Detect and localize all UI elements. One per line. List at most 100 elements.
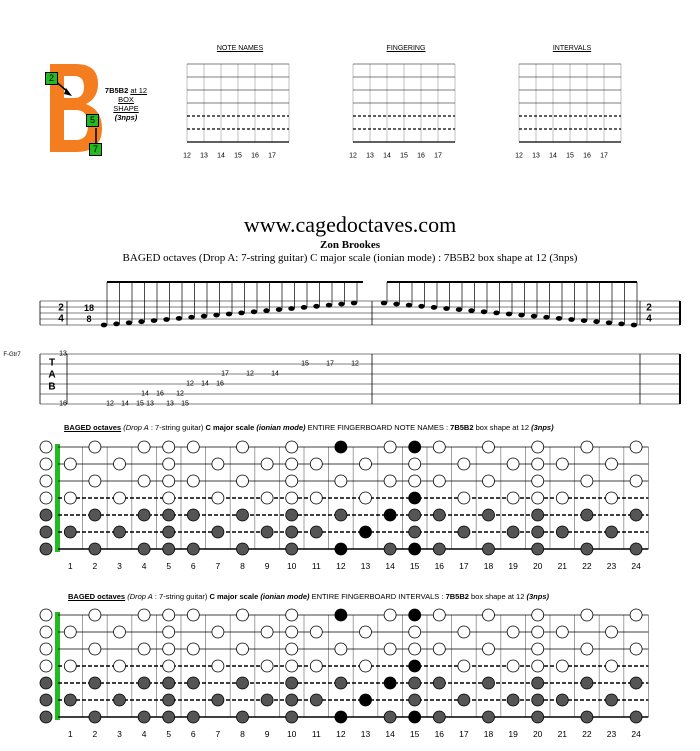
note-dot — [88, 710, 102, 724]
fingerboard-names: 1 2 3 4 5 6 7 8 9 10 11 12 13 14 15 16 17 18 19 20 21 22 23 24 — [0, 436, 700, 576]
shape-caption: 7B5B2 at 12 BOX SHAPE (3nps) — [104, 86, 148, 122]
note-dot — [629, 440, 643, 454]
note-dot — [408, 508, 422, 522]
note-head — [393, 301, 400, 307]
mini-fret-number: 17 — [268, 153, 276, 160]
note-dot — [555, 525, 569, 539]
note-dot — [506, 625, 520, 639]
note-dot — [432, 642, 446, 656]
shape-logo: 2 5 7 — [38, 58, 113, 158]
note-dot — [531, 710, 545, 724]
note-dot — [285, 440, 299, 454]
note-dot — [580, 474, 594, 488]
mini-fret-number: 17 — [600, 153, 608, 160]
fret-number: 2 — [93, 729, 98, 739]
note-dot — [383, 608, 397, 622]
note-head — [338, 301, 345, 307]
fingerboard-intervals-title: BAGED octaves (Drop A : 7-string guitar)… — [68, 592, 549, 601]
note-dot — [63, 457, 77, 471]
note-dot — [432, 676, 446, 690]
note-dot — [39, 457, 53, 471]
marker-2: 2 — [45, 72, 58, 85]
fret-number: 24 — [631, 561, 641, 571]
mini-fret-number: 15 — [234, 153, 242, 160]
fret-number: 22 — [582, 729, 592, 739]
note-dot — [408, 693, 422, 707]
mini-fret-number: 13 — [366, 153, 374, 160]
note-dot — [162, 659, 176, 673]
note-dot — [285, 642, 299, 656]
note-dot — [88, 508, 102, 522]
note-head — [175, 316, 183, 321]
fret-number: 18 — [484, 561, 494, 571]
tab-number: 16 — [156, 391, 164, 398]
tab-number: 17 — [221, 371, 229, 378]
note-dot — [408, 440, 422, 454]
subtitle: BAGED octaves (Drop A: 7-string guitar) … — [122, 252, 578, 264]
note-head — [530, 313, 538, 319]
fret-number: 18 — [484, 729, 494, 739]
note-dot — [580, 676, 594, 690]
note-dot — [113, 491, 126, 505]
note-dot — [236, 508, 249, 522]
note-head — [325, 302, 333, 308]
note-dot — [137, 508, 151, 522]
fret-number: 10 — [287, 729, 297, 739]
note-dot — [236, 474, 249, 488]
fret-number: 6 — [191, 561, 196, 571]
fret-number: 16 — [435, 729, 445, 739]
note-dot — [408, 642, 422, 656]
note-dot — [162, 474, 176, 488]
note-dot — [63, 625, 77, 639]
note-head — [288, 306, 295, 311]
note-dot — [334, 440, 348, 454]
note-head — [263, 308, 270, 314]
note-dot — [629, 508, 643, 522]
note-head — [618, 321, 625, 327]
fret-number: 16 — [435, 561, 445, 571]
note-dot — [482, 474, 495, 488]
note-dot — [309, 693, 323, 707]
tab-number: 15 — [181, 401, 189, 408]
note-dot — [457, 625, 471, 639]
note-dot — [88, 474, 102, 488]
tab-letter: B — [48, 382, 55, 393]
note-head — [380, 300, 388, 306]
site-url[interactable]: www.cagedoctaves.com — [243, 212, 457, 237]
note-head — [213, 312, 220, 318]
note-dot — [359, 491, 372, 505]
note-dot — [39, 642, 53, 656]
note-dot — [334, 642, 348, 656]
note-head — [150, 318, 158, 323]
note-dot — [334, 542, 348, 556]
fret-number: 4 — [142, 729, 147, 739]
note-dot — [457, 659, 471, 673]
note-head — [238, 310, 245, 316]
note-head — [163, 317, 170, 322]
fret-number: 24 — [631, 729, 641, 739]
note-dot — [580, 608, 594, 622]
note-dot — [285, 525, 299, 539]
note-dot — [555, 693, 569, 707]
score: F-Gtr7 T A B 2 4 18 8 2 4 13 15 17 12 17 12 14 12 14 16 14 16… — [0, 270, 700, 410]
fret-number: 17 — [459, 561, 469, 571]
note-dot — [408, 608, 422, 622]
time-sig: 4 — [646, 314, 652, 325]
note-dot — [408, 659, 422, 673]
note-dot — [506, 491, 520, 505]
note-dot — [605, 457, 618, 471]
note-dot — [260, 491, 274, 505]
mini-fret-number: 15 — [400, 153, 408, 160]
fingerboard-intervals: 1 2 3 4 5 6 7 8 9 10 11 12 13 14 15 16 17 18 19 20 21 22 23 24 — [0, 604, 700, 746]
note-dot — [285, 508, 299, 522]
note-dot — [211, 491, 225, 505]
note-dot — [39, 693, 53, 707]
note-dot — [113, 457, 126, 471]
note-dot — [162, 710, 176, 724]
note-dot — [482, 542, 495, 556]
mini-fret-number: 12 — [183, 153, 191, 160]
note-dot — [285, 676, 299, 690]
note-dot — [39, 676, 53, 690]
note-dot — [432, 608, 446, 622]
mini-fret-number: 17 — [434, 153, 442, 160]
